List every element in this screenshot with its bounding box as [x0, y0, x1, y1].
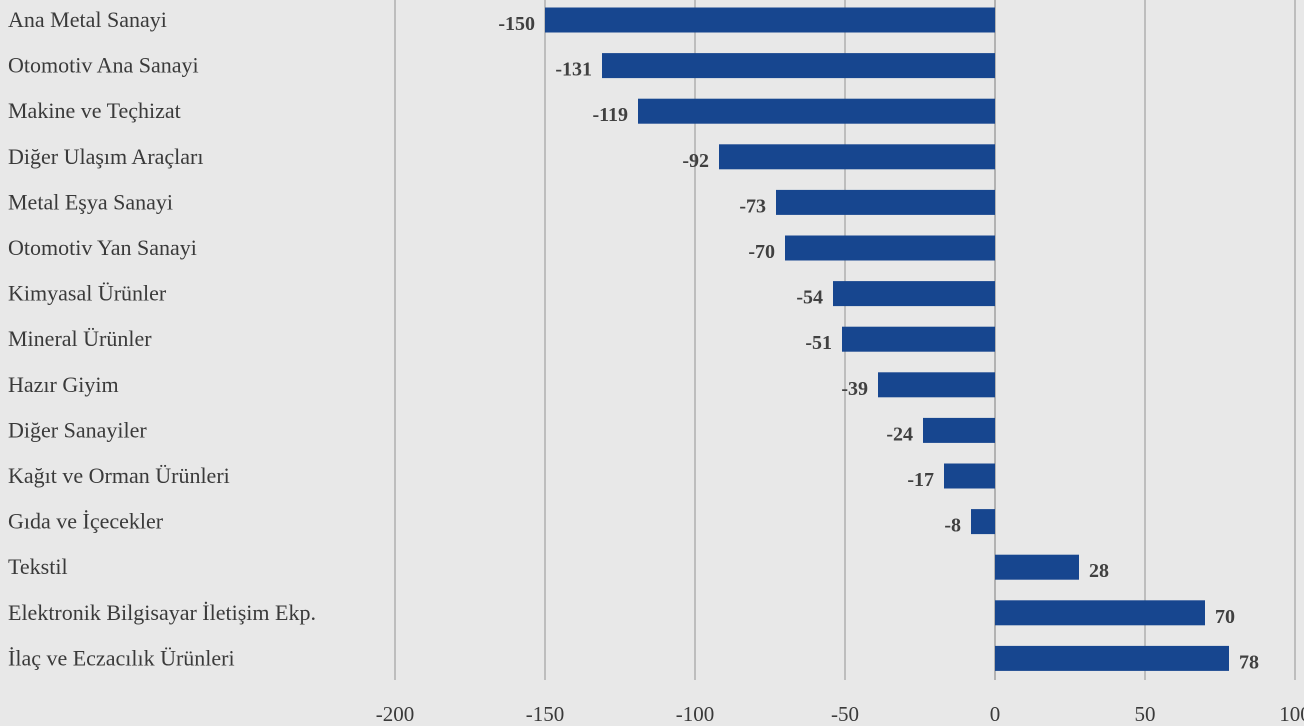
data-label: -150: [498, 13, 535, 35]
data-label: -131: [555, 59, 592, 81]
data-label: -119: [592, 104, 628, 126]
bar: [545, 7, 995, 33]
x-tick-label: -200: [376, 702, 415, 726]
category-label: Diğer Sanayiler: [8, 417, 147, 442]
x-tick-label: 100: [1279, 702, 1304, 726]
x-tick-label: -150: [526, 702, 565, 726]
x-tick-label: -50: [831, 702, 859, 726]
data-label: -24: [886, 423, 913, 445]
category-label: Metal Eşya Sanayi: [8, 189, 173, 214]
bar: [995, 554, 1079, 580]
category-label: Diğer Ulaşım Araçları: [8, 144, 204, 169]
bar: [842, 326, 995, 352]
category-label: Otomotiv Yan Sanayi: [8, 235, 197, 260]
bar: [785, 235, 995, 261]
x-tick-label: 0: [990, 702, 1001, 726]
data-label: 78: [1239, 651, 1259, 673]
category-label: Elektronik Bilgisayar İletişim Ekp.: [8, 600, 316, 625]
data-label: -92: [682, 150, 709, 172]
bar: [971, 509, 995, 535]
bar: [995, 645, 1229, 671]
category-label: Hazır Giyim: [8, 372, 119, 397]
category-label: Kağıt ve Orman Ürünleri: [8, 463, 230, 488]
category-label: İlaç ve Eczacılık Ürünleri: [8, 645, 235, 670]
data-label: -51: [805, 332, 832, 354]
data-label: -73: [739, 195, 766, 217]
bar: [944, 463, 995, 489]
bar: [602, 53, 995, 79]
data-label: -39: [841, 378, 868, 400]
bar: [719, 144, 995, 170]
category-label: Tekstil: [8, 554, 68, 579]
bar: [995, 600, 1205, 626]
x-tick-label: -100: [676, 702, 715, 726]
bar: [638, 98, 995, 124]
data-label: 28: [1089, 560, 1109, 582]
category-labels: Ana Metal Sanayi Otomotiv Ana Sanayi Makin…: [8, 7, 316, 670]
category-label: Makine ve Teçhizat: [8, 98, 181, 123]
data-label: -8: [944, 515, 961, 537]
data-label: -54: [796, 287, 823, 309]
category-label: Mineral Ürünler: [8, 326, 152, 351]
category-label: Gıda ve İçecekler: [8, 509, 164, 534]
x-axis-tick-labels: -200 -150 -100 -50 0 50 100: [376, 702, 1304, 726]
x-tick-label: 50: [1135, 702, 1156, 726]
bar: [923, 417, 995, 443]
category-label: Otomotiv Ana Sanayi: [8, 53, 199, 78]
bars: [545, 7, 1229, 671]
data-label: -70: [748, 241, 775, 263]
data-label: 70: [1215, 606, 1235, 628]
data-labels: -150 -131 -119 -92 -73 -70 -54 -51 -39 -24 -17 -8 28…: [498, 13, 1259, 673]
bar: [776, 189, 995, 215]
bar: [833, 281, 995, 307]
bar: [878, 372, 995, 398]
category-label: Kimyasal Ürünler: [8, 281, 167, 306]
category-label: Ana Metal Sanayi: [8, 7, 167, 32]
data-label: -17: [907, 469, 934, 491]
